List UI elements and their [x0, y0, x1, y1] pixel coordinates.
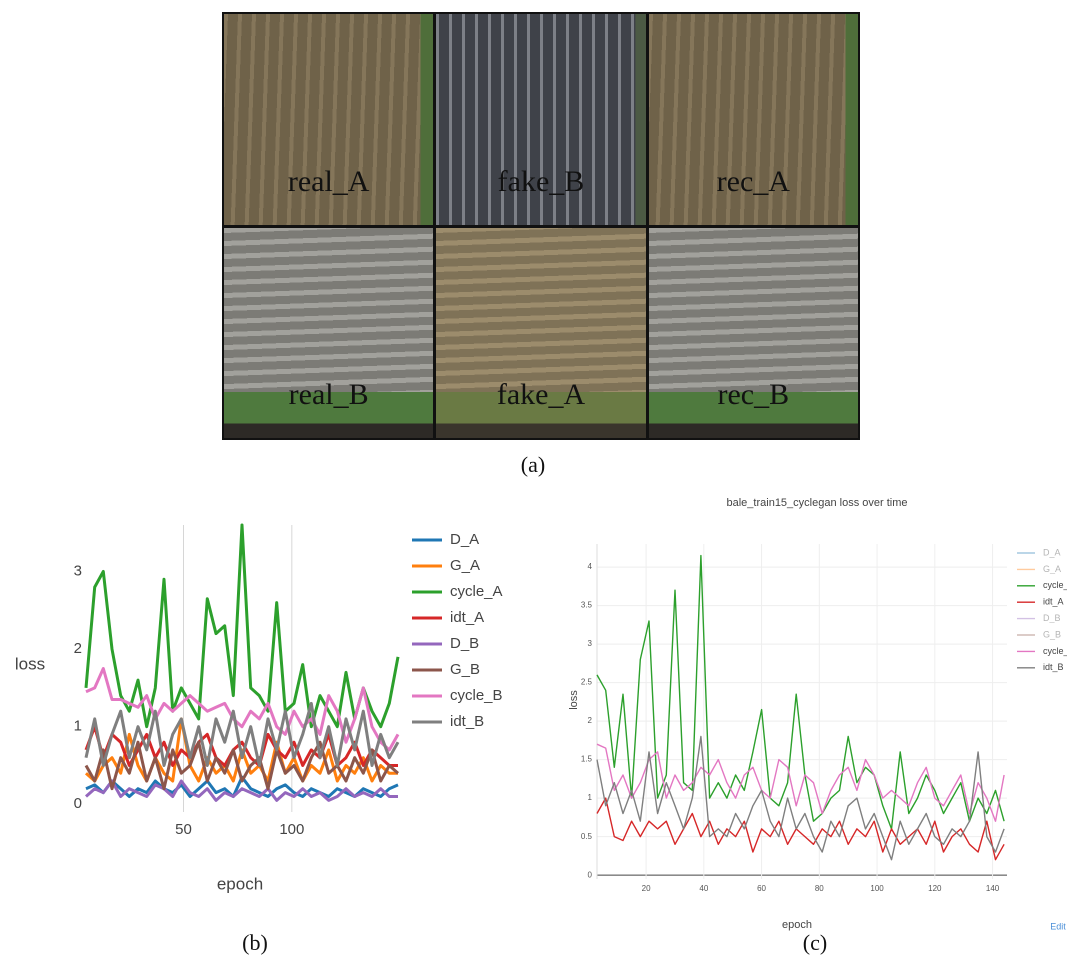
image-tile: real_A	[224, 14, 434, 225]
y-tick-label: 1.5	[581, 755, 593, 764]
caption: (b)	[242, 930, 268, 955]
legend-label: idt_B	[450, 713, 484, 730]
series-line	[596, 554, 1005, 830]
series-line	[84, 725, 398, 767]
x-tick-label: 20	[642, 884, 651, 893]
series-line	[84, 523, 400, 729]
legend-label: G_A	[1043, 564, 1061, 574]
image-tile: fake_B	[436, 14, 646, 225]
y-axis-label: loss	[15, 654, 45, 673]
y-tick-label: 3	[588, 639, 593, 648]
y-axis-label: loss	[568, 690, 580, 710]
series-line	[596, 797, 1005, 861]
series-line	[84, 779, 398, 802]
x-tick-label: 100	[279, 821, 304, 838]
x-tick-label: 140	[986, 884, 1000, 893]
series-line	[596, 735, 1005, 861]
tile-label: rec_A	[716, 164, 790, 198]
chart-title: bale_train15_cyclegan loss over time	[727, 497, 908, 509]
y-tick-label: 1	[74, 718, 82, 735]
legend-label: idt_A	[1043, 597, 1064, 607]
edit-link[interactable]: Edit	[1050, 921, 1066, 931]
y-tick-label: 0	[588, 870, 593, 879]
tile-label: real_B	[288, 378, 369, 411]
y-tick-label: 4	[588, 562, 593, 571]
tile-label: rec_B	[717, 378, 790, 411]
series-line	[85, 667, 400, 752]
x-tick-label: 120	[928, 884, 942, 893]
image-tile: rec_A	[648, 14, 858, 225]
x-axis-label: epoch	[217, 874, 263, 893]
y-tick-label: 1	[588, 793, 593, 802]
x-axis-label: epoch	[782, 919, 812, 931]
image-tile: fake_A	[436, 227, 646, 438]
legend-label: cycle_A	[450, 583, 503, 600]
x-tick-label: 60	[757, 884, 766, 893]
legend-label: D_B	[450, 635, 479, 652]
y-tick-label: 2	[74, 640, 82, 657]
legend-label: G_B	[450, 661, 480, 678]
tile-label: fake_B	[497, 164, 585, 198]
image-grid: real_A fake_B rec_A real_B fake_A rec_B	[222, 12, 860, 440]
y-tick-label: 2.5	[581, 678, 593, 687]
legend-label: G_B	[1043, 629, 1061, 639]
legend-label: cycle_B	[450, 687, 503, 704]
legend-label: cycle_A	[1043, 580, 1067, 590]
legend-label: D_A	[450, 531, 479, 548]
x-tick-label: 40	[699, 884, 708, 893]
legend-label: G_A	[450, 557, 480, 574]
image-tile: rec_B	[648, 227, 858, 438]
y-tick-label: 3	[74, 563, 82, 580]
image-tile: real_B	[224, 227, 434, 438]
y-tick-label: 2	[588, 716, 593, 725]
tile-label: real_A	[287, 164, 370, 198]
x-tick-label: 100	[870, 884, 884, 893]
legend-label: idt_B	[1043, 662, 1064, 672]
legend-label: D_B	[1043, 613, 1061, 623]
legend-label: D_A	[1043, 547, 1061, 557]
caption: (a)	[520, 452, 546, 477]
caption: (c)	[803, 930, 827, 955]
series-line	[84, 740, 399, 791]
x-tick-label: 80	[815, 884, 824, 893]
y-tick-label: 0.5	[581, 832, 593, 841]
y-tick-label: 0	[74, 795, 82, 812]
tile-label: fake_A	[496, 378, 586, 411]
x-tick-label: 50	[175, 821, 192, 838]
y-tick-label: 3.5	[581, 601, 593, 610]
legend-label: cycle_B	[1043, 646, 1067, 656]
legend-label: idt_A	[450, 609, 484, 626]
series-line	[84, 701, 400, 767]
